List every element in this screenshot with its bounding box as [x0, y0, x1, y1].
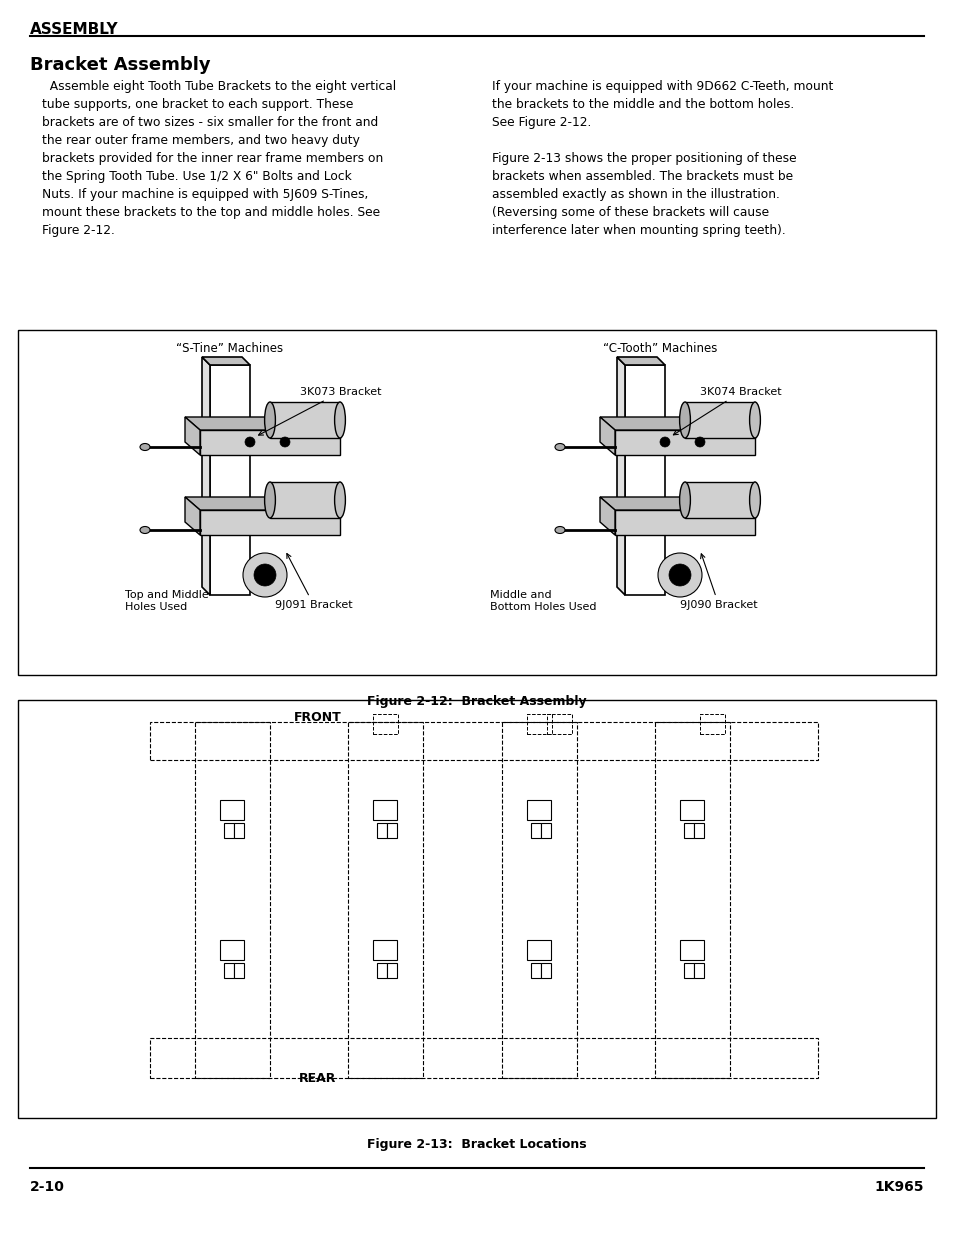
- Ellipse shape: [264, 403, 275, 438]
- Text: Figure 2-12:  Bracket Assembly: Figure 2-12: Bracket Assembly: [367, 695, 586, 708]
- Ellipse shape: [335, 403, 345, 438]
- Ellipse shape: [749, 482, 760, 517]
- Bar: [220, 800, 244, 820]
- Polygon shape: [599, 496, 615, 535]
- Circle shape: [280, 437, 290, 447]
- Text: ASSEMBLY: ASSEMBLY: [30, 22, 118, 37]
- Text: Top and Middle
Holes Used: Top and Middle Holes Used: [125, 590, 209, 613]
- Ellipse shape: [749, 403, 760, 438]
- Text: Bracket Assembly: Bracket Assembly: [30, 56, 211, 74]
- Bar: [234, 823, 244, 839]
- Polygon shape: [617, 357, 664, 366]
- Text: If your machine is equipped with 9D662 C-Teeth, mount
the brackets to the middle: If your machine is equipped with 9D662 C…: [492, 80, 833, 237]
- Bar: [270, 403, 339, 438]
- Bar: [501, 722, 577, 1078]
- Bar: [224, 963, 234, 978]
- Bar: [377, 963, 387, 978]
- Polygon shape: [617, 357, 624, 595]
- Text: “C-Tooth” Machines: “C-Tooth” Machines: [602, 342, 717, 354]
- Polygon shape: [599, 496, 754, 510]
- Circle shape: [695, 437, 704, 447]
- Bar: [220, 940, 244, 960]
- Ellipse shape: [679, 403, 690, 438]
- Polygon shape: [200, 510, 339, 535]
- Circle shape: [659, 437, 669, 447]
- Bar: [234, 963, 244, 978]
- Polygon shape: [599, 417, 615, 454]
- Bar: [387, 823, 397, 839]
- Ellipse shape: [335, 482, 345, 517]
- Polygon shape: [202, 357, 250, 366]
- Polygon shape: [200, 430, 339, 454]
- Bar: [694, 823, 703, 839]
- Bar: [374, 800, 397, 820]
- Bar: [527, 940, 551, 960]
- Ellipse shape: [555, 526, 564, 534]
- Text: Assemble eight Tooth Tube Brackets to the eight vertical
tube supports, one brac: Assemble eight Tooth Tube Brackets to th…: [42, 80, 395, 237]
- Bar: [377, 823, 387, 839]
- Bar: [694, 963, 703, 978]
- Bar: [655, 722, 729, 1078]
- Circle shape: [253, 564, 275, 585]
- Circle shape: [658, 553, 701, 597]
- Bar: [224, 823, 234, 839]
- Ellipse shape: [555, 443, 564, 451]
- Bar: [374, 940, 397, 960]
- Polygon shape: [185, 496, 200, 535]
- Circle shape: [243, 553, 287, 597]
- Text: Figure 2-13:  Bracket Locations: Figure 2-13: Bracket Locations: [367, 1137, 586, 1151]
- Bar: [541, 963, 551, 978]
- Circle shape: [668, 564, 690, 585]
- Bar: [150, 722, 817, 760]
- Bar: [700, 714, 724, 734]
- Ellipse shape: [679, 482, 690, 517]
- Polygon shape: [599, 417, 754, 430]
- Text: 2-10: 2-10: [30, 1179, 65, 1194]
- Ellipse shape: [140, 526, 150, 534]
- Bar: [684, 823, 694, 839]
- Bar: [541, 823, 551, 839]
- Text: 3K073 Bracket: 3K073 Bracket: [258, 387, 381, 435]
- Bar: [679, 800, 703, 820]
- Polygon shape: [615, 430, 754, 454]
- Polygon shape: [185, 417, 339, 430]
- Polygon shape: [624, 366, 664, 595]
- Text: 3K074 Bracket: 3K074 Bracket: [673, 387, 781, 435]
- Bar: [684, 963, 694, 978]
- Text: 9J091 Bracket: 9J091 Bracket: [274, 553, 353, 610]
- Bar: [270, 482, 339, 517]
- Ellipse shape: [264, 482, 275, 517]
- Circle shape: [245, 437, 254, 447]
- Bar: [684, 482, 754, 517]
- Bar: [531, 963, 541, 978]
- Bar: [387, 963, 397, 978]
- Ellipse shape: [140, 443, 150, 451]
- Bar: [527, 800, 551, 820]
- Bar: [547, 714, 572, 734]
- Bar: [531, 823, 541, 839]
- Bar: [684, 403, 754, 438]
- Polygon shape: [185, 417, 200, 454]
- Bar: [194, 722, 270, 1078]
- Bar: [18, 330, 935, 676]
- Bar: [527, 714, 552, 734]
- Bar: [150, 1037, 817, 1078]
- Bar: [679, 940, 703, 960]
- Polygon shape: [185, 496, 339, 510]
- Polygon shape: [202, 357, 210, 595]
- Text: “S-Tine” Machines: “S-Tine” Machines: [176, 342, 283, 354]
- Bar: [18, 700, 935, 1118]
- Text: REAR: REAR: [299, 1072, 336, 1086]
- Text: FRONT: FRONT: [294, 711, 341, 724]
- Polygon shape: [615, 510, 754, 535]
- Text: 1K965: 1K965: [874, 1179, 923, 1194]
- Polygon shape: [210, 366, 250, 595]
- Text: 9J090 Bracket: 9J090 Bracket: [679, 553, 757, 610]
- Bar: [348, 722, 422, 1078]
- Bar: [374, 714, 398, 734]
- Text: Middle and
Bottom Holes Used: Middle and Bottom Holes Used: [490, 590, 596, 613]
